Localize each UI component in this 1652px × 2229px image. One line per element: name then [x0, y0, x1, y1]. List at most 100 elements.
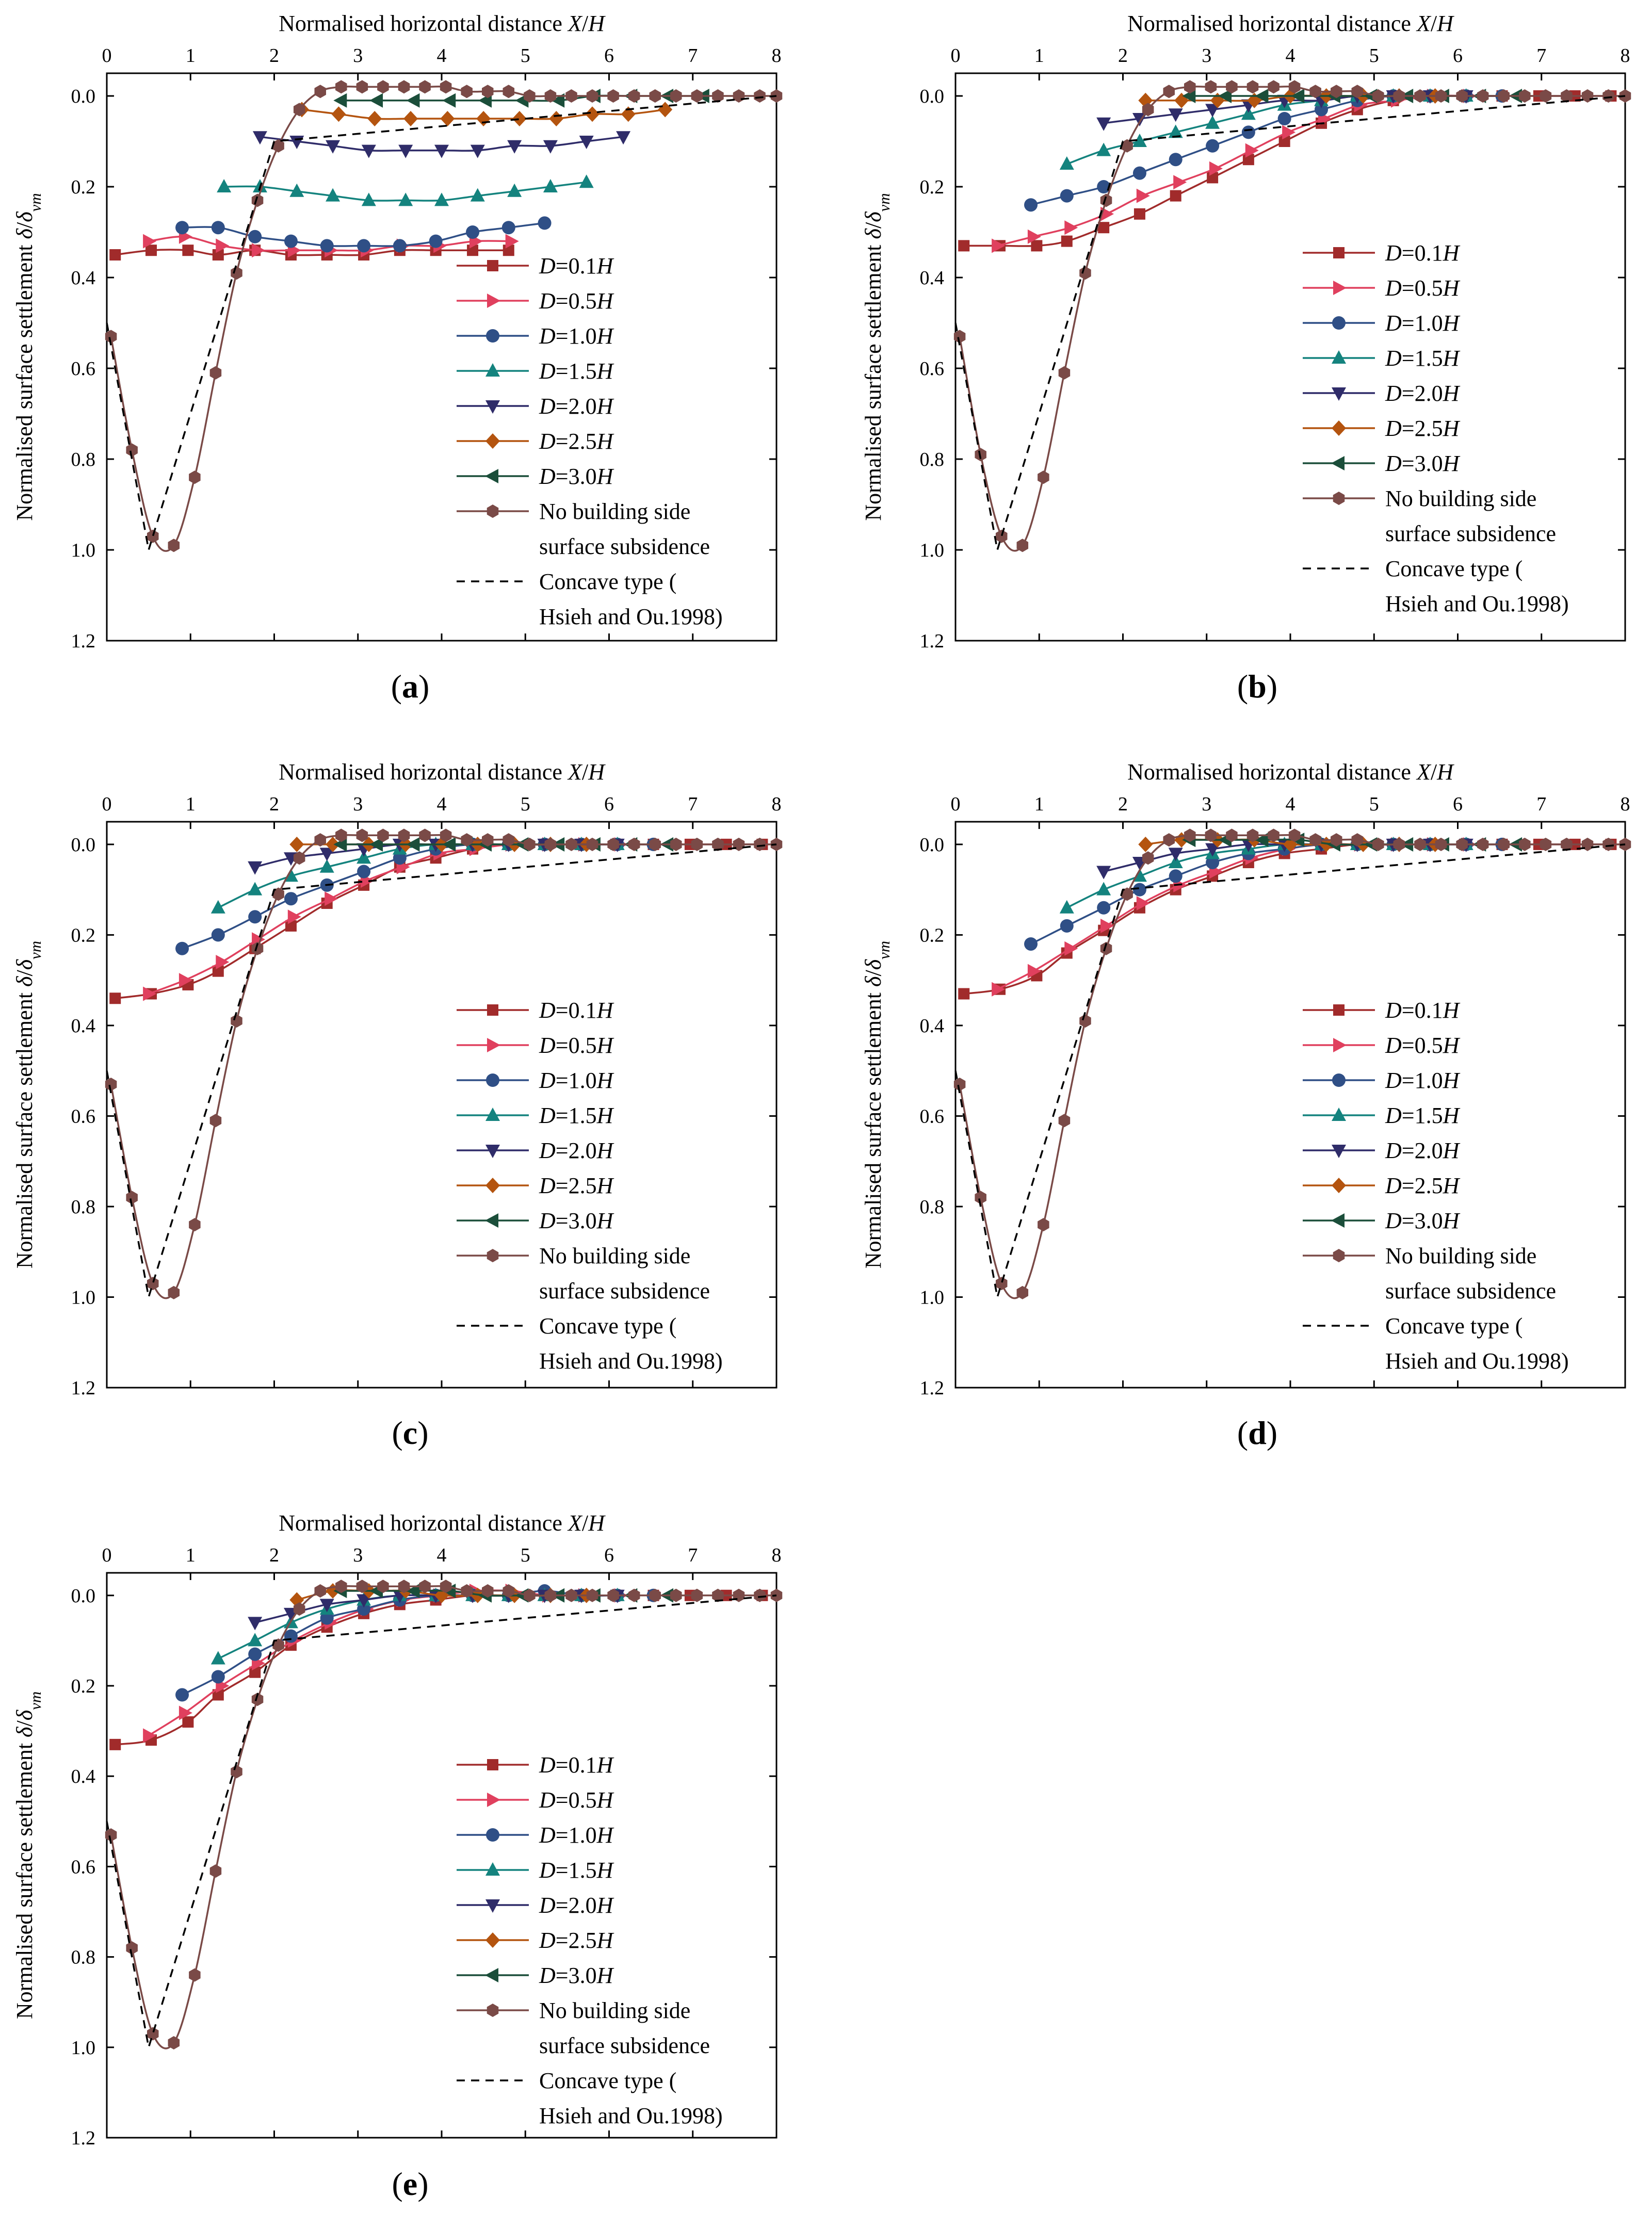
- data-point: [1100, 941, 1112, 955]
- data-point: [1561, 837, 1573, 851]
- data-point: [1282, 125, 1296, 140]
- series-line: [959, 85, 1625, 552]
- data-point: [621, 106, 636, 122]
- series-line: [110, 834, 776, 1299]
- data-point: [670, 837, 682, 851]
- data-point: [314, 1584, 326, 1598]
- data-point: [326, 836, 341, 852]
- data-point: [1456, 837, 1468, 851]
- legend-label: D=2.0H: [1385, 381, 1461, 406]
- legend-swatch-marker: [487, 294, 500, 308]
- data-point: [1060, 189, 1074, 203]
- legend-item-d-0-5h: D=0.5H: [457, 1033, 614, 1058]
- legend-label: D=2.0H: [539, 1893, 614, 1918]
- legend-label: D=0.1H: [539, 253, 614, 279]
- legend-item-d-1-5h: D=1.5H: [457, 359, 614, 384]
- legend-label-continued: surface subsidence: [1385, 521, 1556, 546]
- data-point: [398, 80, 410, 94]
- data-point: [1058, 366, 1071, 380]
- y-tick-label: 0.8: [920, 1196, 945, 1218]
- x-tick-label: 1: [186, 793, 196, 815]
- series-line: [110, 1585, 777, 2049]
- legend-item-d-0-5h: D=0.5H: [1303, 275, 1461, 301]
- chart-panel-e: 0 1 2 3 4 5 6 7 8 0.0 0.2 0.4 0.6 0.8 1.0 1.2 Normalised…: [12, 1510, 783, 2202]
- data-point: [1309, 85, 1321, 99]
- data-point: [1038, 470, 1049, 484]
- data-point: [1226, 828, 1238, 842]
- data-point: [1096, 142, 1111, 156]
- y-tick-label: 1.2: [920, 630, 945, 652]
- data-point: [419, 80, 431, 94]
- x-tick-label: 1: [186, 1544, 196, 1566]
- legend-item-concave-type-hsieh-and-ou-1998: Concave type (Hsieh and Ou.1998): [457, 1313, 723, 1374]
- x-axis-title: Normalised horizontal distance X/H: [279, 1510, 606, 1536]
- data-point: [314, 833, 326, 847]
- legend-swatch-marker: [485, 1932, 500, 1948]
- legend-swatch-marker: [485, 1108, 500, 1121]
- legend-swatch-marker: [1333, 247, 1345, 258]
- data-point: [272, 139, 284, 153]
- legend-label-continued: surface subsidence: [539, 1278, 710, 1304]
- data-point: [544, 89, 557, 103]
- legend: D=0.1H D=0.5H D=1.0H D=1.5H D=2.0H D=2.5H D=3.…: [457, 253, 723, 629]
- x-tick-label: 2: [269, 1544, 279, 1566]
- legend-item-d-1-0h: D=1.0H: [457, 1068, 614, 1093]
- legend-swatch-marker: [1332, 1178, 1346, 1193]
- data-point: [1218, 89, 1232, 103]
- legend-item-d-0-5h: D=0.5H: [457, 1787, 614, 1813]
- data-point: [1330, 85, 1342, 99]
- data-point: [503, 85, 515, 99]
- panel-caption: (e): [392, 2166, 428, 2202]
- data-point: [505, 234, 519, 249]
- data-point: [248, 910, 262, 924]
- data-point: [251, 193, 264, 207]
- data-point: [406, 93, 420, 108]
- data-point: [1170, 190, 1181, 202]
- legend-label: No building side: [1385, 486, 1536, 511]
- data-point: [1142, 103, 1154, 117]
- legend-label-continued: Hsieh and Ou.1998): [1385, 1348, 1569, 1374]
- data-point: [143, 986, 157, 1001]
- data-point: [319, 1599, 334, 1613]
- series-d-0-5h: [992, 837, 1477, 997]
- data-point: [953, 1078, 966, 1092]
- legend-swatch-marker: [1332, 1145, 1346, 1158]
- y-tick-label: 1.2: [71, 2127, 96, 2149]
- data-point: [434, 144, 449, 158]
- data-point: [470, 144, 485, 158]
- legend-label: D=2.0H: [539, 1138, 614, 1163]
- data-point: [1414, 89, 1426, 103]
- x-tick-label: 6: [604, 45, 614, 67]
- legend-item-d-3-0h: D=3.0H: [1303, 451, 1461, 476]
- legend-swatch-marker: [1332, 420, 1346, 436]
- x-tick-label: 3: [1202, 45, 1211, 67]
- data-point: [331, 106, 346, 122]
- legend-swatch-marker: [487, 1038, 500, 1052]
- y-axis-title: Normalised surface settlement δ/δvm: [861, 941, 893, 1268]
- data-point: [377, 828, 389, 842]
- legend-item-d-2-5h: D=2.5H: [457, 1173, 614, 1198]
- data-point: [231, 1765, 242, 1779]
- data-point: [248, 882, 263, 896]
- legend-label: D=1.5H: [539, 359, 614, 384]
- legend-swatch-marker: [485, 1862, 500, 1876]
- legend-swatch-marker: [485, 400, 500, 414]
- data-point: [1602, 89, 1614, 103]
- panel-caption: (a): [391, 668, 430, 705]
- legend-item-d-2-5h: D=2.5H: [457, 1928, 614, 1953]
- series-d-0-1h: [109, 838, 768, 1004]
- data-point: [109, 993, 121, 1004]
- legend-swatch-marker: [485, 1145, 500, 1158]
- legend-item-d-2-5h: D=2.5H: [1303, 416, 1461, 441]
- legend-swatch-marker: [487, 1759, 498, 1770]
- data-point: [958, 240, 970, 252]
- legend-swatch-marker: [485, 1899, 500, 1913]
- y-tick-label: 0.4: [920, 267, 945, 289]
- data-point: [1372, 89, 1384, 103]
- data-point: [209, 366, 222, 380]
- data-point: [1498, 837, 1510, 851]
- x-tick-label: 5: [1369, 45, 1379, 67]
- legend-label-continued: Hsieh and Ou.1998): [539, 2103, 723, 2128]
- data-point: [442, 837, 456, 852]
- data-point: [252, 932, 266, 947]
